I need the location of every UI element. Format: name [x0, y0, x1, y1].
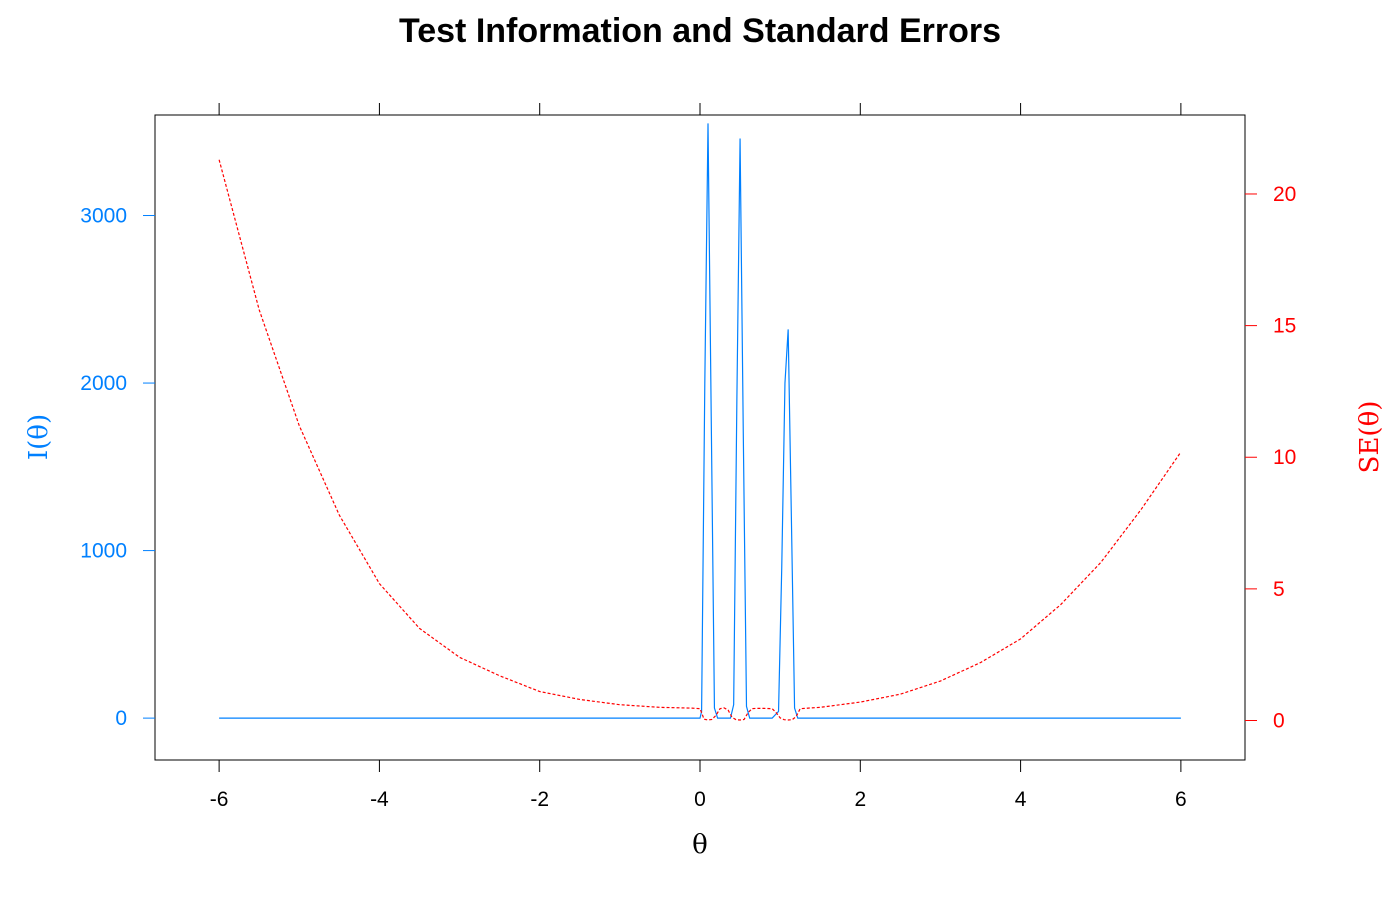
- y-right-tick-label: 15: [1273, 315, 1296, 338]
- y-axis-left: 0 1000 2000 3000: [80, 205, 155, 730]
- series-layer: [218, 123, 1182, 721]
- information-curve: [219, 123, 1181, 719]
- y-axis-left-label: I(θ): [24, 414, 54, 460]
- y-left-tick-label: 2000: [80, 372, 127, 395]
- x-tick-label: 0: [694, 788, 706, 811]
- x-tick-label: 4: [1015, 788, 1027, 811]
- y-right-tick-label: 5: [1273, 578, 1285, 601]
- y-right-tick-label: 10: [1273, 446, 1296, 469]
- y-left-tick-label: 0: [115, 707, 127, 730]
- x-tick-label: -4: [370, 788, 389, 811]
- x-tick-label: -2: [530, 788, 549, 811]
- y-left-tick-label: 3000: [80, 205, 127, 228]
- x-axis-label: θ: [692, 830, 708, 860]
- x-axis-bottom: -6 -4 -2 0 2 4 6: [210, 760, 1187, 811]
- x-axis-top: [218, 103, 1182, 115]
- chart-title: Test Information and Standard Errors: [399, 12, 1001, 50]
- x-tick-label: 6: [1175, 788, 1187, 811]
- y-axis-right-label: SE(θ): [1355, 401, 1385, 474]
- y-left-tick-label: 1000: [80, 540, 127, 563]
- se-curve: [218, 159, 1182, 721]
- x-tick-label: -6: [210, 788, 229, 811]
- y-axis-right: 0 5 10 15 20: [1245, 183, 1296, 733]
- plot-frame: [154, 114, 1246, 761]
- y-right-tick-label: 0: [1273, 710, 1285, 733]
- y-right-tick-label: 20: [1273, 183, 1296, 206]
- x-tick-label: 2: [854, 788, 866, 811]
